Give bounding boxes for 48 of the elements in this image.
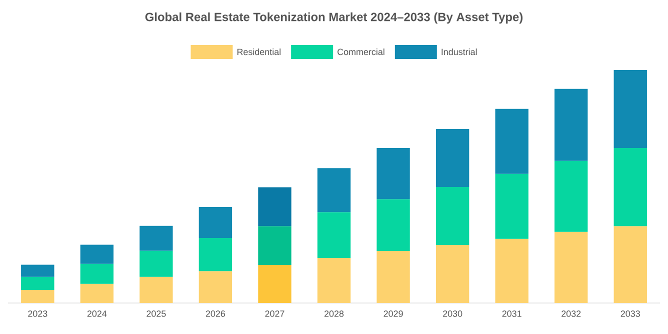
x-tick-label: 2025 [146, 310, 166, 317]
bar [614, 70, 647, 148]
x-tick-label: 2033 [620, 310, 640, 317]
x-tick-label: 2024 [87, 310, 107, 317]
bar [140, 250, 173, 277]
bar [614, 226, 647, 303]
bar [495, 238, 528, 303]
bar [21, 264, 54, 277]
legend-label: Commercial [338, 48, 384, 56]
bar [198, 238, 232, 272]
bar [495, 174, 528, 239]
bar [80, 264, 114, 284]
bar [21, 276, 54, 290]
bar [258, 226, 292, 266]
bar [376, 148, 410, 200]
bar [258, 187, 292, 226]
bar [614, 148, 647, 226]
legend-label: Residential [237, 48, 280, 56]
bar [317, 258, 351, 303]
x-tick-label: 2027 [265, 310, 284, 317]
bar [376, 199, 410, 252]
x-tick-label: 2031 [502, 310, 522, 317]
bar [317, 168, 351, 212]
x-tick-label: 2029 [384, 310, 403, 317]
bar [80, 244, 114, 264]
x-tick-label: 2032 [562, 310, 581, 317]
bar [436, 128, 470, 187]
bar [80, 284, 114, 303]
bar [21, 290, 54, 303]
chart-title: Global Real Estate Tokenization Market 2024–2033 (By Asset Type) [145, 12, 523, 24]
bar [436, 244, 470, 303]
bar [317, 212, 351, 258]
x-tick-label: 2023 [28, 310, 48, 317]
bar [436, 186, 470, 245]
x-tick-label: 2030 [443, 310, 462, 317]
bar [258, 265, 292, 303]
bar [495, 108, 528, 174]
x-tick-label: 2028 [324, 310, 344, 317]
bar [376, 251, 410, 303]
legend-label: Industrial [442, 48, 477, 56]
bar [554, 232, 588, 303]
bar [554, 160, 588, 232]
bar [198, 207, 232, 238]
x-tick-label: 2026 [206, 310, 226, 317]
bar [140, 276, 173, 303]
bar [198, 271, 232, 303]
bar [140, 226, 173, 251]
bar [554, 88, 588, 161]
